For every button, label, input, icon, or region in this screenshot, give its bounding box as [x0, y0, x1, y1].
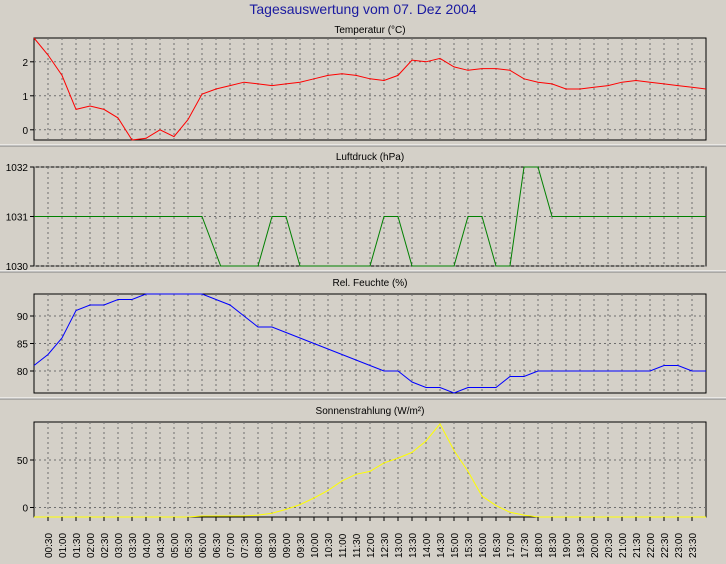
x-tick-label: 04:00 — [142, 533, 153, 558]
x-tick-label: 17:00 — [506, 533, 517, 558]
x-tick-label: 06:00 — [198, 533, 209, 558]
y-tick-label: 0 — [22, 126, 28, 137]
chart-panel-2: 1030 1031 1032 Luftdruck (hPa) — [0, 152, 726, 273]
x-tick-label: 18:00 — [534, 533, 545, 558]
x-tick-label: 10:00 — [310, 533, 321, 558]
x-tick-label: 04:30 — [156, 533, 167, 558]
x-tick-label: 09:30 — [296, 533, 307, 558]
x-tick-label: 02:30 — [100, 533, 111, 558]
x-tick-label: 06:30 — [212, 533, 223, 558]
x-tick-label: 22:30 — [660, 533, 671, 558]
x-tick-label: 10:30 — [324, 533, 335, 558]
y-tick-label: 1032 — [6, 163, 29, 174]
x-tick-label: 22:00 — [646, 533, 657, 558]
x-tick-label: 17:30 — [520, 533, 531, 558]
x-tick-label: 15:30 — [464, 533, 475, 558]
x-tick-label: 21:30 — [632, 533, 643, 558]
y-tick-label: 80 — [17, 367, 29, 378]
x-tick-label: 00:30 — [44, 533, 55, 558]
x-tick-label: 11:30 — [352, 533, 363, 558]
x-tick-label: 23:30 — [688, 533, 699, 558]
x-tick-label: 07:30 — [240, 533, 251, 558]
chart-title: Rel. Feuchte (%) — [332, 278, 407, 289]
x-tick-label: 16:00 — [478, 533, 489, 558]
chart-panel-1: 0 1 2 Temperatur (°C) — [0, 25, 726, 147]
x-tick-label: 02:00 — [86, 533, 97, 558]
x-tick-label: 09:00 — [282, 533, 293, 558]
x-tick-label: 16:30 — [492, 533, 503, 558]
x-tick-label: 11:00 — [338, 533, 349, 558]
series-line — [33, 37, 707, 141]
chart-panel-3: 80 85 90 Rel. Feuchte (%) — [0, 278, 726, 400]
x-tick-label: 05:30 — [184, 533, 195, 558]
x-tick-label: 14:30 — [436, 533, 447, 558]
x-tick-label: 07:00 — [226, 533, 237, 558]
series-line — [33, 293, 706, 394]
x-tick-label: 13:30 — [408, 533, 419, 558]
x-tick-label: 03:30 — [128, 533, 139, 558]
x-tick-label: 18:30 — [548, 533, 559, 558]
x-tick-label: 20:00 — [590, 533, 601, 558]
x-tick-label: 03:00 — [114, 533, 125, 558]
y-tick-label: 1 — [22, 92, 28, 103]
x-axis: 00:30 01:00 01:30 02:00 02:30 03:00 03:30 04:00… — [44, 517, 699, 558]
x-tick-label: 08:30 — [268, 533, 279, 558]
x-tick-label: 21:00 — [618, 533, 629, 558]
y-tick-label: 85 — [17, 340, 29, 351]
y-tick-label: 1030 — [6, 262, 29, 273]
x-tick-label: 12:00 — [366, 533, 377, 558]
series-line — [34, 166, 706, 267]
chart-panel-4: 0 50 Sonnenstrahlung (W/m²) — [17, 406, 707, 518]
chart-title: Sonnenstrahlung (W/m²) — [316, 406, 425, 417]
x-tick-label: 01:30 — [72, 533, 83, 558]
x-tick-label: 15:00 — [450, 533, 461, 558]
x-tick-label: 13:00 — [394, 533, 405, 558]
x-tick-label: 19:30 — [576, 533, 587, 558]
x-tick-label: 19:00 — [562, 533, 573, 558]
x-tick-label: 20:30 — [604, 533, 615, 558]
chart-title: Luftdruck (hPa) — [336, 152, 404, 163]
x-tick-label: 08:00 — [254, 533, 265, 558]
x-tick-label: 12:30 — [380, 533, 391, 558]
y-tick-label: 50 — [17, 456, 29, 467]
y-tick-label: 1031 — [6, 213, 29, 224]
x-tick-label: 14:00 — [422, 533, 433, 558]
x-tick-label: 23:00 — [674, 533, 685, 558]
chart-title: Temperatur (°C) — [334, 25, 405, 36]
y-tick-label: 0 — [22, 504, 28, 515]
x-tick-label: 05:00 — [170, 533, 181, 558]
y-tick-label: 2 — [22, 58, 28, 69]
x-tick-label: 01:00 — [58, 533, 69, 558]
y-tick-label: 90 — [17, 312, 29, 323]
page-title: Tagesauswertung vom 07. Dez 2004 — [249, 1, 477, 17]
